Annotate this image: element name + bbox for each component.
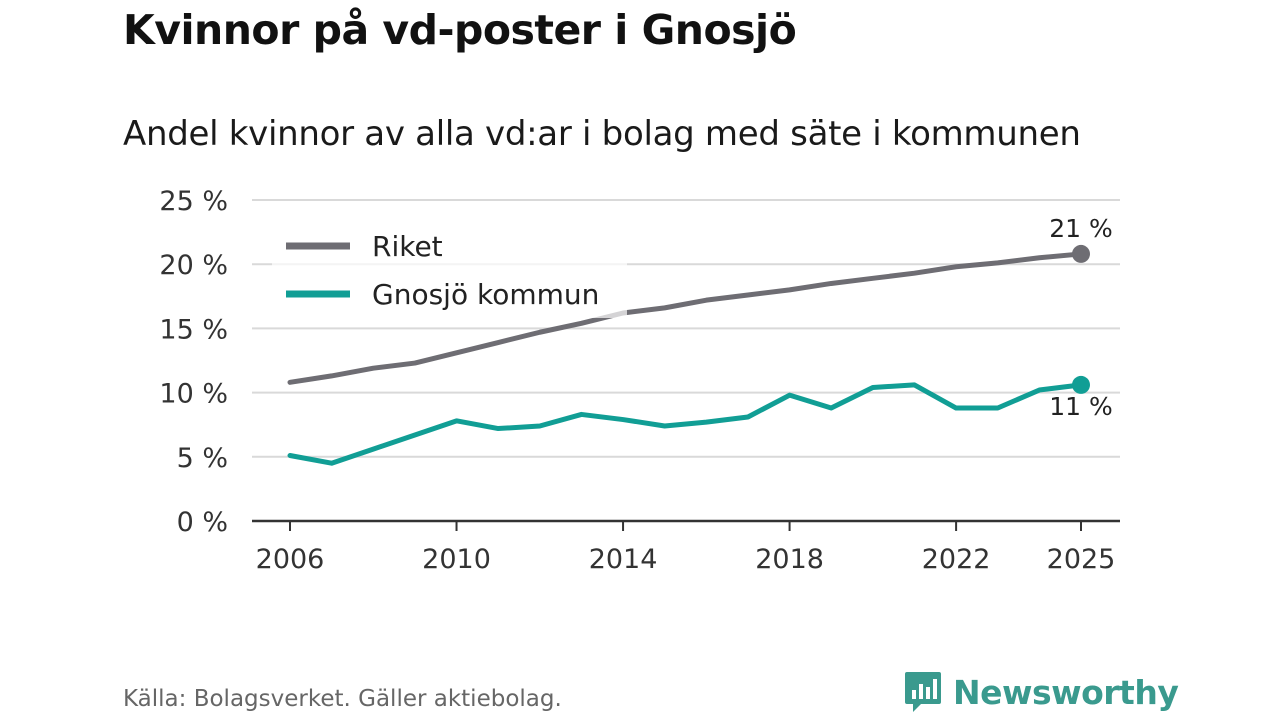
- x-tick-label: 2025: [1047, 544, 1116, 575]
- brand-name: Newsworthy: [953, 672, 1179, 712]
- newsworthy-logo[interactable]: Newsworthy: [903, 670, 1179, 714]
- newsworthy-chart-icon: [905, 672, 941, 712]
- y-tick-label: 20 %: [159, 250, 228, 281]
- y-tick-label: 10 %: [159, 379, 228, 410]
- chart-subtitle: Andel kvinnor av alla vd:ar i bolag med …: [123, 114, 1081, 154]
- series-line-riket: [287, 251, 1084, 385]
- end-point-gnosjo: [1072, 375, 1090, 394]
- source-note: Källa: Bolagsverket. Gäller aktiebolag.: [123, 686, 562, 712]
- y-tick-label: 5 %: [177, 443, 228, 474]
- y-tick-label: 0 %: [177, 507, 228, 538]
- x-tick-label: 2014: [589, 544, 658, 575]
- end-label-gnosjo: 11 %: [1049, 392, 1113, 421]
- y-tick-label: 15 %: [159, 314, 228, 345]
- y-tick-label: 25 %: [159, 186, 228, 217]
- x-tick-label: 2010: [422, 544, 491, 575]
- legend-background: [272, 218, 627, 318]
- x-tick-label: 2018: [755, 544, 824, 575]
- x-tick-label: 2022: [922, 544, 991, 575]
- end-label-riket: 21 %: [1049, 214, 1113, 243]
- legend-label-gnosjo: Gnosjö kommun: [372, 278, 599, 311]
- chart-title: Kvinnor på vd-poster i Gnosjö: [123, 6, 797, 54]
- end-point-riket: [1072, 244, 1090, 263]
- series-line-gnosjo: [287, 382, 1084, 466]
- x-tick-label: 2006: [256, 544, 325, 575]
- legend-label-riket: Riket: [372, 230, 443, 263]
